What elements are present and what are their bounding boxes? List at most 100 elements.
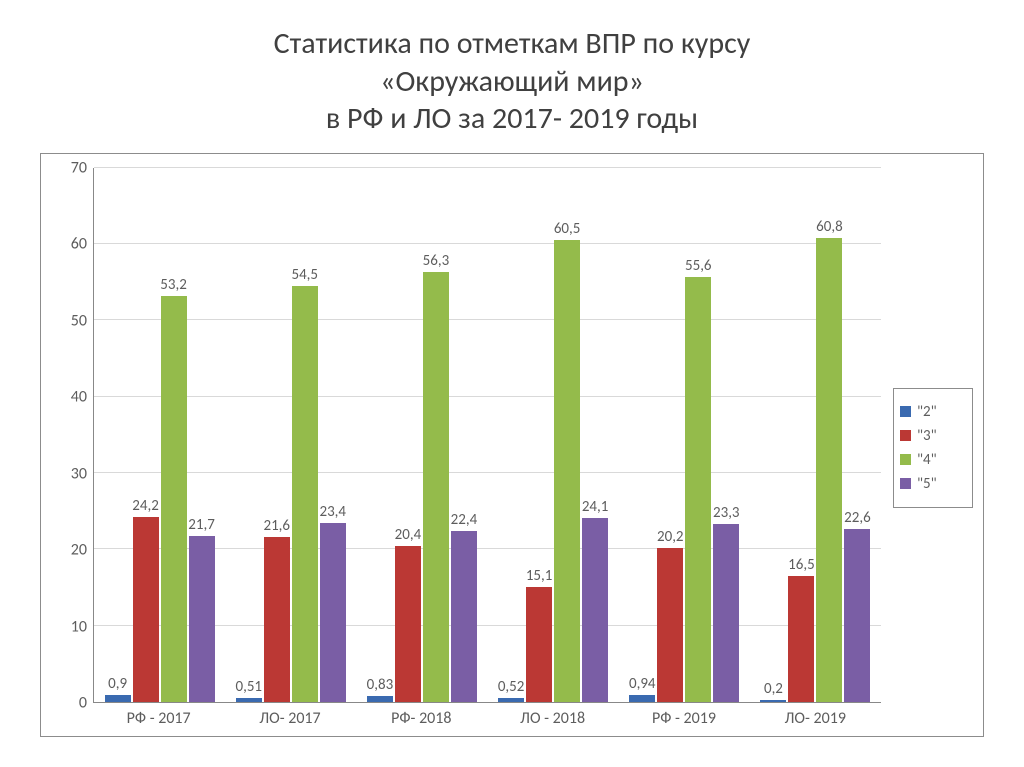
legend-label: "3": [917, 427, 937, 445]
legend-label: "5": [917, 475, 937, 493]
bar: 21,6: [264, 537, 290, 702]
bar-value-label: 22,4: [451, 511, 478, 529]
bar-wrap: 60,8: [816, 168, 842, 703]
x-tick-label: РФ- 2018: [356, 703, 487, 728]
bar: 16,5: [788, 576, 814, 702]
bar-value-label: 0,51: [235, 678, 262, 696]
bar-wrap: 0,2: [760, 168, 786, 703]
y-tick-label: 10: [51, 617, 87, 636]
bar: 22,4: [451, 531, 477, 702]
bar-wrap: 23,3: [713, 168, 739, 703]
bar-group: 0,924,253,221,7: [94, 168, 225, 703]
bar: 15,1: [526, 587, 552, 702]
y-tick-label: 0: [51, 694, 87, 713]
bar-value-label: 60,8: [816, 218, 843, 236]
legend-label: "4": [917, 451, 937, 469]
bar: 0,83: [367, 696, 393, 702]
bar-value-label: 23,3: [713, 504, 740, 522]
bar-value-label: 23,4: [319, 503, 346, 521]
bar-value-label: 24,2: [132, 497, 159, 515]
bar-wrap: 0,9: [105, 168, 131, 703]
bar-value-label: 60,5: [554, 220, 581, 238]
x-tick-label: ЛО- 2019: [750, 703, 881, 728]
bar: 0,9: [105, 695, 131, 702]
bar-wrap: 23,4: [320, 168, 346, 703]
bar-value-label: 56,3: [423, 252, 450, 270]
legend-swatch: [900, 478, 911, 489]
bar-wrap: 20,2: [657, 168, 683, 703]
legend-item: "4": [900, 451, 966, 469]
bar-value-label: 21,6: [263, 517, 290, 535]
slide: Статистика по отметкам ВПР по курсу «Окр…: [0, 0, 1024, 767]
x-tick-label: ЛО - 2018: [487, 703, 618, 728]
legend-label: "2": [917, 403, 937, 421]
title-line-2: «Окружающий мир»: [380, 63, 644, 100]
legend-item: "2": [900, 403, 966, 421]
y-axis: 010203040506070: [51, 168, 94, 704]
bar: 24,1: [582, 518, 608, 702]
bar-value-label: 0,2: [764, 680, 783, 698]
bar-wrap: 60,5: [554, 168, 580, 703]
bar-value-label: 54,5: [291, 266, 318, 284]
legend: "2" "3" "4" "5": [893, 388, 973, 508]
bar-value-label: 22,6: [844, 509, 871, 527]
legend-swatch: [900, 406, 911, 417]
bar-group: 0,8320,456,322,4: [356, 168, 487, 703]
bar-value-label: 0,9: [108, 675, 127, 693]
bar-wrap: 15,1: [526, 168, 552, 703]
bar-wrap: 21,6: [264, 168, 290, 703]
chart-container: 010203040506070 0,924,253,221,70,5121,65…: [40, 153, 984, 738]
bar: 0,2: [760, 700, 786, 702]
bar-wrap: 0,94: [629, 168, 655, 703]
x-axis: РФ - 2017ЛО- 2017РФ- 2018ЛО - 2018РФ - 2…: [93, 703, 881, 728]
bar-value-label: 20,2: [657, 528, 684, 546]
bars-region: 0,924,253,221,70,5121,654,523,40,8320,45…: [94, 168, 881, 704]
x-tick-label: ЛО- 2017: [224, 703, 355, 728]
bar-wrap: 22,4: [451, 168, 477, 703]
bar-value-label: 16,5: [788, 556, 815, 574]
bar-value-label: 53,2: [160, 276, 187, 294]
y-tick-label: 50: [51, 311, 87, 330]
bar: 0,94: [629, 695, 655, 702]
plot-column: 010203040506070 0,924,253,221,70,5121,65…: [51, 168, 881, 729]
bar: 56,3: [423, 272, 449, 702]
bar-wrap: 55,6: [685, 168, 711, 703]
bar: 54,5: [292, 286, 318, 702]
y-tick-label: 40: [51, 388, 87, 407]
bar-value-label: 15,1: [526, 567, 553, 585]
bar-group: 0,216,560,822,6: [750, 168, 881, 703]
x-tick-label: РФ - 2017: [93, 703, 224, 728]
bar-wrap: 16,5: [788, 168, 814, 703]
bar-wrap: 0,83: [367, 168, 393, 703]
bar-value-label: 0,83: [367, 676, 394, 694]
bar-group: 0,5121,654,523,4: [225, 168, 356, 703]
bar-value-label: 20,4: [395, 526, 422, 544]
bar-value-label: 0,52: [498, 678, 525, 696]
bar-wrap: 22,6: [844, 168, 870, 703]
x-tick-label: РФ - 2019: [618, 703, 749, 728]
chart-title: Статистика по отметкам ВПР по курсу «Окр…: [40, 25, 984, 138]
bar-wrap: 0,52: [498, 168, 524, 703]
legend-item: "3": [900, 427, 966, 445]
bar-value-label: 21,7: [188, 516, 215, 534]
y-tick-label: 20: [51, 541, 87, 560]
bar: 23,3: [713, 524, 739, 702]
bar: 22,6: [844, 529, 870, 702]
bar: 24,2: [133, 517, 159, 702]
bar: 20,2: [657, 548, 683, 702]
bar-value-label: 55,6: [685, 257, 712, 275]
bar-wrap: 0,51: [236, 168, 262, 703]
plot-area: 010203040506070 0,924,253,221,70,5121,65…: [51, 168, 881, 704]
bar: 55,6: [685, 277, 711, 702]
bar-value-label: 24,1: [582, 498, 609, 516]
bar: 60,5: [554, 240, 580, 702]
legend-swatch: [900, 454, 911, 465]
bar-wrap: 24,2: [133, 168, 159, 703]
bar: 20,4: [395, 546, 421, 702]
bar: 0,52: [498, 698, 524, 702]
bar-group: 0,5215,160,524,1: [488, 168, 619, 703]
bar: 0,51: [236, 698, 262, 702]
legend-item: "5": [900, 475, 966, 493]
bar-group: 0,9420,255,623,3: [619, 168, 750, 703]
title-line-1: Статистика по отметкам ВПР по курсу: [274, 25, 751, 62]
